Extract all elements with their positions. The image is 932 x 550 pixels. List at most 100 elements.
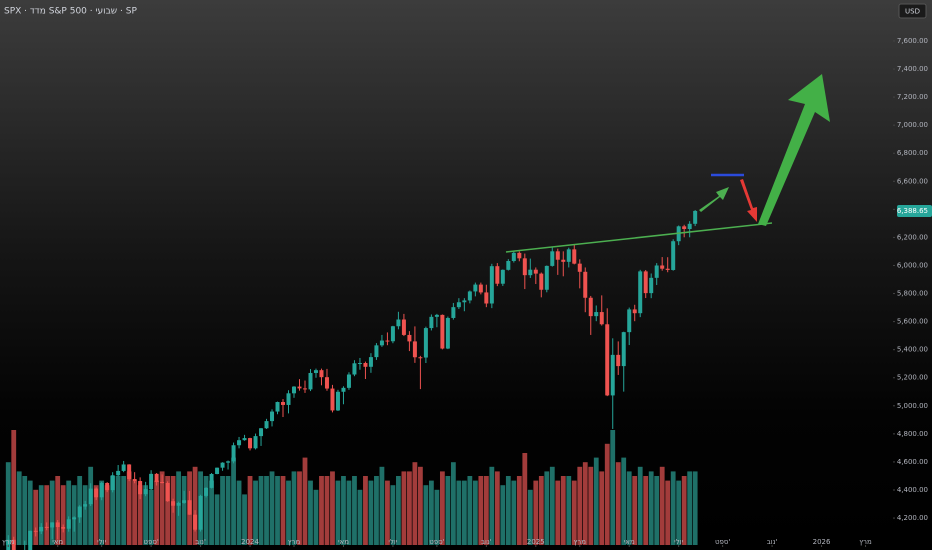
candle-body bbox=[308, 372, 313, 390]
y-tick-label: 5,200.00 bbox=[897, 374, 928, 382]
volume-bar bbox=[428, 480, 434, 545]
volume-bar bbox=[478, 476, 484, 545]
x-tick-label: יולי bbox=[97, 538, 106, 546]
y-tick-label: 6,200.00 bbox=[897, 233, 928, 241]
volume-bar bbox=[461, 480, 467, 545]
candle-body bbox=[335, 391, 340, 411]
volume-bar bbox=[522, 453, 528, 545]
volume-bar bbox=[670, 471, 676, 545]
volume-bar bbox=[110, 476, 116, 545]
candle-body bbox=[302, 388, 307, 390]
y-tick-label: 6,600.00 bbox=[897, 177, 928, 185]
candle-body bbox=[544, 265, 549, 290]
volume-bar bbox=[412, 462, 418, 545]
candle-body bbox=[121, 464, 126, 471]
x-tick-label: מאי bbox=[624, 538, 635, 546]
y-tick-label: 4,400.00 bbox=[897, 486, 928, 494]
volume-bar bbox=[313, 489, 319, 545]
volume-bar bbox=[38, 485, 44, 545]
volume-bar bbox=[154, 480, 160, 545]
candle-body bbox=[275, 402, 280, 412]
candle-body bbox=[154, 473, 159, 482]
x-tick-label: מאי bbox=[52, 538, 63, 546]
candle-body bbox=[456, 302, 461, 308]
candle-body bbox=[610, 354, 615, 396]
candle-body bbox=[473, 284, 478, 292]
volume-bar bbox=[357, 489, 363, 545]
currency[interactable]: USD bbox=[905, 8, 920, 16]
candle-body bbox=[368, 357, 373, 367]
candle-body bbox=[665, 268, 670, 270]
candle-body bbox=[330, 388, 335, 411]
volume-bar bbox=[450, 462, 456, 545]
x-tick-label: מרץ bbox=[288, 538, 301, 546]
candle-body bbox=[297, 386, 302, 389]
volume-bar bbox=[82, 485, 88, 545]
volume-bar bbox=[60, 485, 66, 545]
volume-bar bbox=[505, 476, 511, 545]
big-up-arrow bbox=[758, 74, 830, 226]
candle-body bbox=[270, 411, 275, 422]
candle-body bbox=[231, 445, 236, 462]
volume-bar bbox=[165, 476, 171, 545]
x-tick-label: ספט' bbox=[429, 538, 444, 546]
volume-bar bbox=[11, 430, 17, 545]
volume-bar bbox=[379, 466, 385, 545]
candle-body bbox=[248, 438, 253, 449]
drawings bbox=[505, 74, 830, 253]
candle-body bbox=[105, 482, 110, 491]
candle-body bbox=[621, 332, 626, 367]
candle-body bbox=[55, 522, 60, 528]
candle-body bbox=[693, 210, 698, 224]
candle-body bbox=[237, 440, 242, 446]
volume-bar bbox=[593, 457, 599, 545]
candle-body bbox=[440, 314, 445, 349]
x-tick-label: נוב' bbox=[767, 538, 778, 546]
volume-bar bbox=[511, 480, 517, 545]
candle-body bbox=[94, 488, 99, 498]
volume-bar bbox=[643, 476, 649, 545]
candle-body bbox=[594, 312, 599, 317]
volume-bar bbox=[467, 476, 473, 545]
y-tick-label: 6,800.00 bbox=[897, 149, 928, 157]
chart-title: SPX · מדד S&P 500 · שבועי · SP bbox=[4, 7, 137, 17]
candle-body bbox=[319, 370, 324, 378]
volume-bar bbox=[236, 480, 242, 545]
volume-bar bbox=[121, 476, 127, 545]
volume-bar bbox=[604, 443, 610, 545]
volume-bar bbox=[533, 480, 539, 545]
volume-bar bbox=[159, 471, 165, 545]
candle-body bbox=[407, 334, 412, 342]
candle-body bbox=[171, 501, 176, 506]
candle-body bbox=[517, 252, 522, 259]
candle-body bbox=[539, 273, 544, 290]
candle-body bbox=[583, 271, 588, 298]
volume-bar bbox=[374, 476, 379, 545]
currency-box[interactable] bbox=[898, 3, 927, 19]
candle-body bbox=[396, 319, 401, 327]
candle-body bbox=[149, 473, 154, 490]
volume-bar bbox=[445, 476, 451, 545]
candle-body bbox=[401, 319, 406, 335]
volume-bar bbox=[319, 476, 324, 545]
candle-body bbox=[561, 259, 566, 262]
volume-bar bbox=[681, 476, 687, 545]
volume-bar bbox=[637, 466, 643, 545]
candle-body bbox=[11, 539, 16, 550]
volume-bar bbox=[280, 476, 286, 545]
volume-bar bbox=[555, 480, 561, 545]
candle-body bbox=[165, 482, 170, 502]
volume-bar bbox=[203, 476, 209, 545]
candle-body bbox=[588, 297, 593, 317]
candle-body bbox=[638, 271, 643, 314]
candle-body bbox=[215, 467, 220, 474]
volume-bar bbox=[291, 471, 297, 545]
candle-body bbox=[346, 374, 351, 388]
volume-bar bbox=[93, 485, 99, 545]
candle-body bbox=[374, 345, 379, 358]
volume-bar bbox=[483, 476, 489, 545]
volume-bar bbox=[264, 476, 269, 545]
